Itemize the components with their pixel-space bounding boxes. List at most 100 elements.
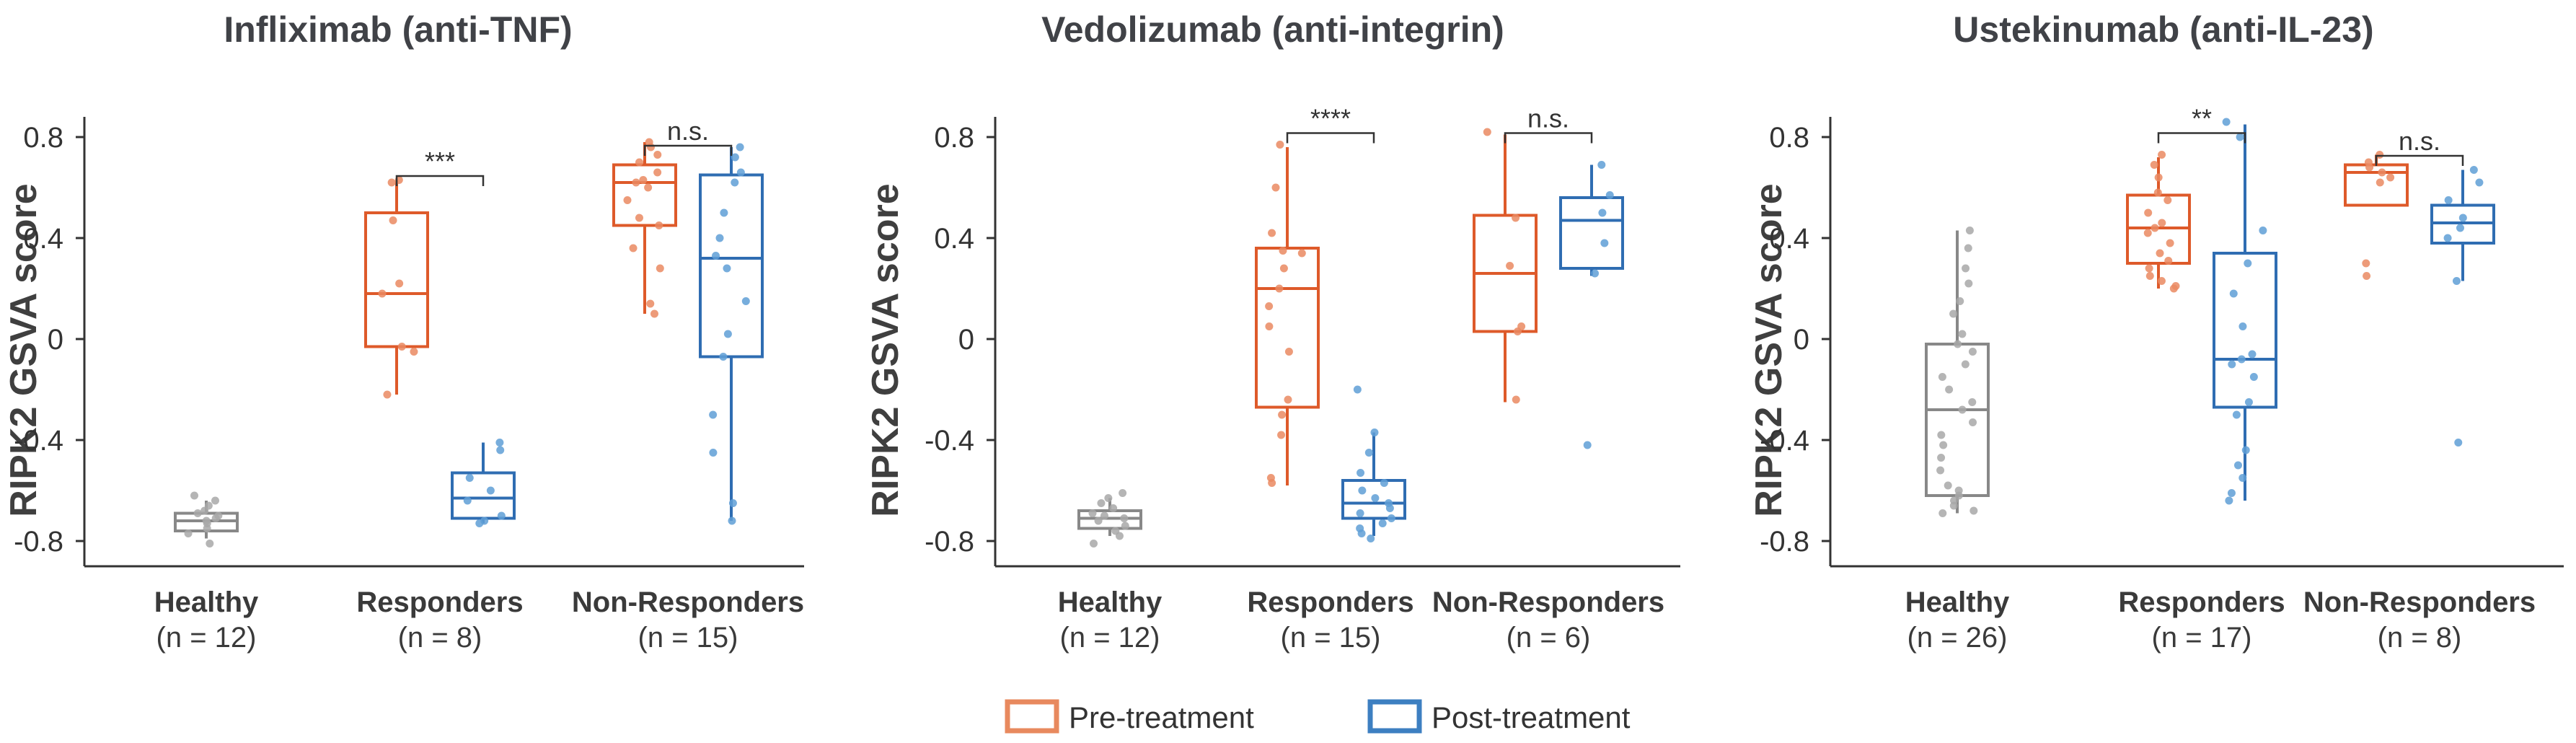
data-point: [2376, 178, 2384, 187]
box-pre: [2126, 151, 2191, 293]
data-point: [193, 509, 202, 517]
data-point: [1938, 373, 1946, 381]
data-point: [2169, 284, 2178, 293]
data-point: [709, 449, 718, 457]
box-post: [1559, 161, 1624, 449]
data-point: [1598, 208, 1607, 217]
data-point: [1353, 385, 1362, 394]
data-point: [2228, 360, 2236, 369]
data-point: [1949, 501, 1958, 510]
data-point: [1956, 297, 1964, 305]
y-tick-label: 0.4: [1769, 223, 1809, 255]
data-point: [495, 439, 504, 447]
data-point: [731, 153, 739, 162]
data-point: [184, 529, 193, 537]
x-category-label: Non-Responders: [572, 586, 804, 618]
data-point: [1371, 494, 1380, 502]
data-point: [2166, 239, 2174, 247]
significance-bracket: [1286, 132, 1375, 144]
significance-label: **: [2192, 104, 2212, 133]
data-point: [211, 514, 220, 522]
y-tick-label: -0.8: [925, 526, 974, 558]
data-point: [2145, 264, 2153, 273]
data-point: [719, 353, 728, 361]
data-point: [1968, 348, 1977, 356]
data-point: [1097, 499, 1106, 507]
data-point: [1276, 141, 1284, 149]
data-point: [2158, 151, 2166, 159]
data-point: [383, 390, 392, 399]
data-point: [1506, 262, 1514, 270]
data-point: [1954, 340, 1962, 348]
x-category-n: (n = 8): [398, 622, 482, 654]
data-point: [1958, 405, 1967, 414]
data-point: [656, 264, 664, 273]
x-category-label: Healthy: [1905, 586, 2010, 618]
data-point: [2153, 188, 2162, 197]
y-tick-label: -0.4: [14, 425, 63, 457]
x-category-n: (n = 17): [2152, 622, 2252, 654]
data-point: [1512, 214, 1520, 222]
data-point: [635, 214, 643, 222]
data-point: [463, 496, 472, 505]
data-point: [653, 151, 662, 159]
significance-label: n.s.: [2399, 126, 2440, 156]
data-point: [1964, 244, 1972, 252]
data-point: [2227, 489, 2236, 497]
box-post: [451, 439, 516, 527]
data-point: [1088, 509, 1097, 517]
box-post: [2213, 118, 2277, 505]
data-point: [2237, 355, 2246, 364]
legend-label-pre: Pre-treatment: [1069, 700, 1254, 734]
data-point: [646, 143, 655, 151]
data-point: [2365, 163, 2374, 172]
data-point: [1356, 509, 1364, 517]
data-point: [2156, 249, 2164, 258]
x-category-n: (n = 15): [638, 622, 738, 654]
data-point: [387, 178, 396, 187]
data-point: [2241, 446, 2250, 454]
data-point: [2386, 173, 2395, 182]
data-point: [1964, 279, 1973, 288]
y-tick-label: 0.8: [23, 122, 63, 154]
data-point: [2475, 178, 2484, 187]
chart-panel-1: Infliximab (anti-TNF)RIPK2 GSVA score-0.…: [3, 9, 804, 654]
data-point: [2163, 196, 2172, 204]
data-point: [2238, 474, 2247, 482]
data-point: [1958, 330, 1967, 338]
data-point: [2244, 398, 2253, 406]
data-point: [410, 348, 418, 356]
x-category-n: (n = 8): [2378, 622, 2462, 654]
x-category-label: Responders: [2118, 586, 2285, 618]
data-point: [1965, 227, 1974, 234]
y-axis-label: RIPK2 GSVA score: [3, 183, 45, 516]
y-tick-label: 0.8: [1769, 122, 1809, 154]
x-category-label: Non-Responders: [2303, 586, 2536, 618]
data-point: [206, 540, 214, 548]
data-point: [1949, 309, 1958, 318]
y-axis-label: RIPK2 GSVA score: [865, 183, 907, 516]
box-post: [2430, 166, 2495, 447]
data-point: [2248, 350, 2257, 359]
box-iqr: [1559, 196, 1624, 270]
data-point: [644, 183, 653, 192]
x-category-n: (n = 15): [1281, 622, 1381, 654]
data-point: [723, 330, 732, 338]
chart-panels: Infliximab (anti-TNF)RIPK2 GSVA score-0.…: [3, 9, 2564, 654]
data-point: [728, 499, 737, 507]
box-pre: [1473, 128, 1538, 404]
data-point: [639, 176, 648, 184]
box-pre: [2344, 151, 2409, 280]
data-point: [741, 297, 750, 305]
data-point: [1970, 506, 1978, 515]
data-point: [2244, 259, 2252, 268]
data-point: [1961, 360, 1970, 369]
data-point: [1583, 441, 1592, 449]
data-point: [1387, 514, 1395, 522]
box-iqr: [1341, 479, 1406, 520]
data-point: [1954, 491, 1963, 500]
data-point: [2233, 461, 2242, 470]
data-point: [2145, 272, 2154, 280]
data-point: [1265, 322, 1274, 330]
data-point: [720, 208, 728, 217]
